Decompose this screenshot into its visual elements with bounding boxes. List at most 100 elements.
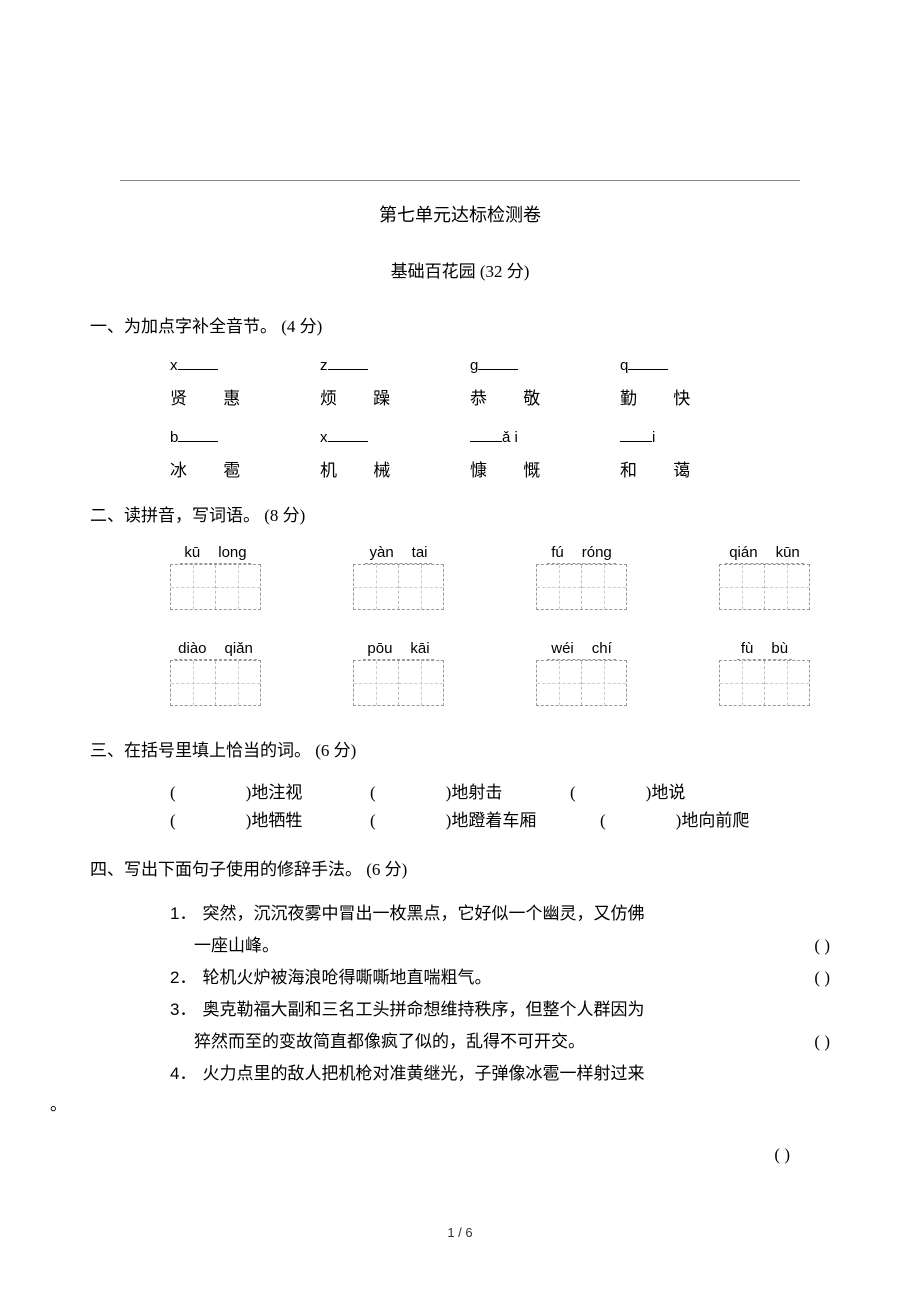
open-paren: ( — [370, 783, 376, 802]
s1-h-1-4: 勤 快 — [620, 384, 770, 409]
horizontal-rule — [120, 180, 800, 181]
s1-p-1-2: z — [320, 357, 328, 374]
pinyin: diào — [178, 640, 206, 657]
open-paren: ( — [170, 783, 176, 802]
open-paren: ( — [600, 811, 606, 830]
s1-pinyin-row-2: b x ǎ i i — [170, 427, 830, 446]
s3-text: )地向前爬 — [676, 811, 750, 830]
blank[interactable] — [178, 355, 218, 370]
pb-group: diào qiǎn — [170, 640, 261, 706]
answer-paren[interactable]: ( ) — [814, 930, 830, 962]
document-subtitle: 基础百花园 (32 分) — [90, 257, 830, 282]
section-4-heading: 四、写出下面句子使用的修辞手法。 (6 分) — [90, 855, 830, 880]
answer-paren-solo[interactable]: ( ) — [90, 1145, 790, 1165]
q-text: 奥克勒福大副和三名工头拼命想维持秩序，但整个人群因为 — [202, 994, 830, 1026]
answer-paren[interactable]: ( ) — [814, 1026, 830, 1058]
s2-row-1: kū long yàn tai fú róng qián kūn — [170, 544, 810, 610]
pb-group: fú róng — [536, 544, 627, 610]
q-text: 一座山峰。 — [194, 930, 804, 962]
write-boxes[interactable] — [719, 564, 810, 610]
s3-row-2: ( )地牺牲 ( )地蹬着车厢 ( )地向前爬 — [170, 807, 830, 835]
write-boxes[interactable] — [536, 660, 627, 706]
pb-group: pōu kāi — [353, 640, 444, 706]
s1-p-2-4: i — [652, 429, 655, 446]
s4-q3-line2: 猝然而至的变故简直都像疯了似的，乱得不可开交。 ( ) — [194, 1026, 830, 1058]
q-number: 3． — [170, 994, 196, 1026]
s1-p-1-1: x — [170, 357, 178, 374]
pinyin: kūn — [776, 544, 800, 561]
write-boxes[interactable] — [170, 564, 261, 610]
s1-p-2-3: ǎ i — [502, 429, 518, 446]
pb-group: kū long — [170, 544, 261, 610]
pinyin: pōu — [367, 640, 392, 657]
pinyin: róng — [582, 544, 612, 561]
q-text: 突然，沉沉夜雾中冒出一枚黑点，它好似一个幽灵，又仿佛 — [202, 898, 830, 930]
page: 第七单元达标检测卷 基础百花园 (32 分) 一、为加点字补全音节。 (4 分)… — [0, 0, 920, 1300]
s1-p-1-4: q — [620, 357, 628, 374]
pinyin: tai — [412, 544, 428, 561]
section-3-heading: 三、在括号里填上恰当的词。 (6 分) — [90, 736, 830, 761]
s1-hanzi-row-1: 贤 惠 烦 躁 恭 敬 勤 快 — [170, 384, 830, 409]
q-text: 火力点里的敌人把机枪对准黄继光，子弹像冰雹一样射过来 — [202, 1058, 830, 1090]
s1-h-1-1: 贤 惠 — [170, 384, 320, 409]
pb-group: yàn tai — [353, 544, 444, 610]
pinyin: qiǎn — [225, 640, 253, 657]
blank[interactable] — [328, 427, 368, 442]
write-boxes[interactable] — [170, 660, 261, 706]
pinyin: kāi — [410, 640, 429, 657]
section-2-heading: 二、读拼音，写词语。 (8 分) — [90, 501, 830, 526]
blank[interactable] — [328, 355, 368, 370]
s3-text: )地蹬着车厢 — [446, 811, 537, 830]
pinyin: kū — [184, 544, 200, 561]
blank[interactable] — [628, 355, 668, 370]
s1-p-2-2: x — [320, 429, 328, 446]
s1-p-2-1: b — [170, 429, 178, 446]
s2-row-2: diào qiǎn pōu kāi wéi chí fùbù — [170, 640, 810, 706]
write-boxes[interactable] — [353, 564, 444, 610]
s1-p-1-3: g — [470, 357, 478, 374]
s4-q2: 2． 轮机火炉被海浪呛得嘶嘶地直喘粗气。 ( ) — [170, 962, 830, 994]
s1-hanzi-row-2: 冰 雹 机 械 慷 慨 和 蔼 — [170, 456, 830, 481]
pinyin: yàn — [369, 544, 393, 561]
pb-group: qián kūn — [719, 544, 810, 610]
s1-pinyin-row-1: x z g q — [170, 355, 830, 374]
s1-h-1-2: 烦 躁 — [320, 384, 470, 409]
blank[interactable] — [470, 427, 502, 442]
s3-text: )地射击 — [446, 783, 503, 802]
page-number: 1 / 6 — [90, 1225, 830, 1240]
blank[interactable] — [478, 355, 518, 370]
write-boxes[interactable] — [536, 564, 627, 610]
q-number: 2． — [170, 962, 196, 994]
s1-h-2-3: 慷 慨 — [470, 456, 620, 481]
s1-h-2-1: 冰 雹 — [170, 456, 320, 481]
trailing-period: 。 — [50, 1090, 830, 1115]
pinyin: chí — [592, 640, 612, 657]
q-text: 轮机火炉被海浪呛得嘶嘶地直喘粗气。 — [202, 962, 804, 994]
answer-paren[interactable]: ( ) — [814, 962, 830, 994]
pinyin: qián — [729, 544, 757, 561]
open-paren: ( — [370, 811, 376, 830]
s3-text: )地注视 — [246, 783, 303, 802]
s1-h-1-3: 恭 敬 — [470, 384, 620, 409]
pinyin: fú — [551, 544, 564, 561]
q-number: 1． — [170, 898, 196, 930]
q-number: 4． — [170, 1058, 196, 1090]
pb-group: fùbù — [719, 640, 810, 706]
s4-q1-line1: 1． 突然，沉沉夜雾中冒出一枚黑点，它好似一个幽灵，又仿佛 — [170, 898, 830, 930]
pinyin: long — [218, 544, 246, 561]
s1-h-2-2: 机 械 — [320, 456, 470, 481]
write-boxes[interactable] — [353, 660, 444, 706]
q-text: 猝然而至的变故简直都像疯了似的，乱得不可开交。 — [194, 1026, 804, 1058]
pinyin: fù — [741, 640, 754, 657]
s4-q1-line2: 一座山峰。 ( ) — [194, 930, 830, 962]
s3-text: )地牺牲 — [246, 811, 303, 830]
s4-q4: 4． 火力点里的敌人把机枪对准黄继光，子弹像冰雹一样射过来 — [170, 1058, 830, 1090]
s4-q3-line1: 3． 奥克勒福大副和三名工头拼命想维持秩序，但整个人群因为 — [170, 994, 830, 1026]
s3-row-1: ()地注视 ()地射击 ()地说 — [170, 779, 830, 807]
pinyin: wéi — [551, 640, 574, 657]
open-paren: ( — [170, 811, 176, 830]
blank[interactable] — [620, 427, 652, 442]
blank[interactable] — [178, 427, 218, 442]
open-paren: ( — [570, 783, 576, 802]
write-boxes[interactable] — [719, 660, 810, 706]
